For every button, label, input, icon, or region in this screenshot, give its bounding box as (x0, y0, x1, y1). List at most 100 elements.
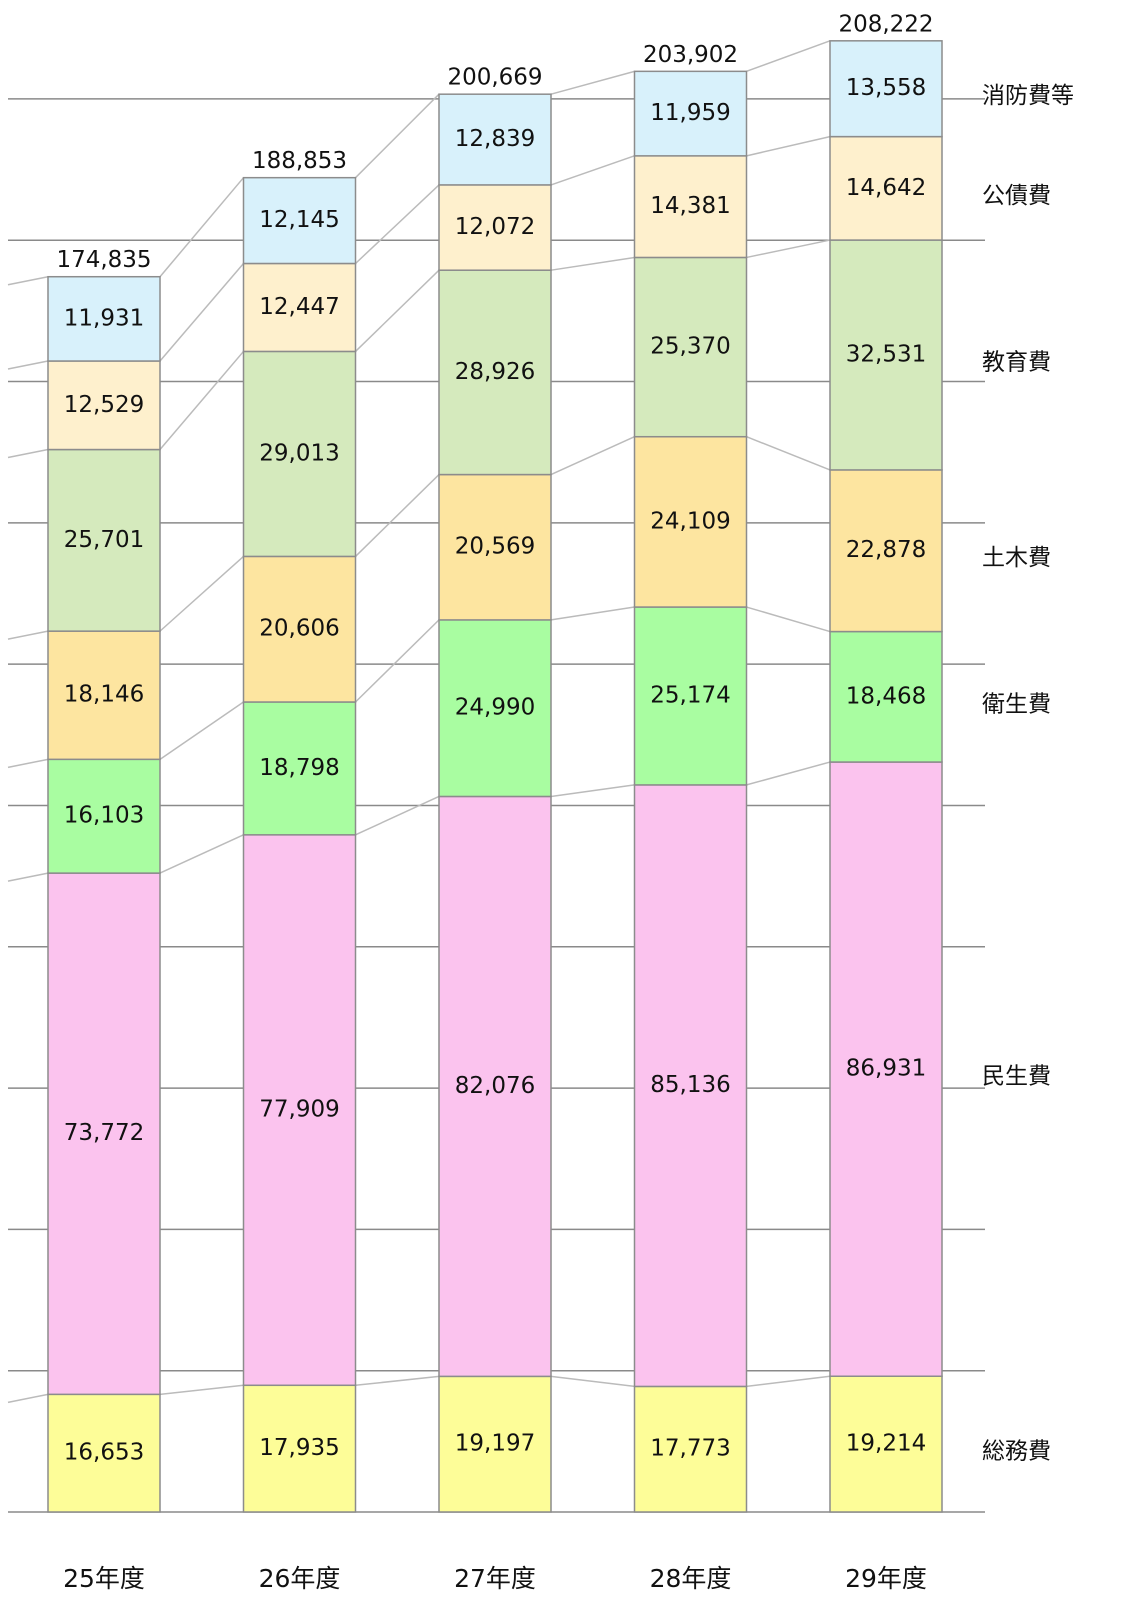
total-label: 203,902 (643, 42, 738, 68)
connector (354, 474, 440, 557)
value-label: 73,772 (64, 1120, 144, 1146)
value-label: 12,145 (259, 207, 339, 233)
legend-label: 民生費 (982, 1064, 1051, 1090)
bar-segment (242, 350, 357, 558)
connector (354, 93, 440, 179)
bar-segment (47, 1393, 161, 1513)
bar-segment (633, 606, 748, 786)
x-tick-label: 25年度 (63, 1564, 145, 1593)
bar-segment (47, 448, 161, 632)
connector (7, 630, 49, 640)
connector (159, 555, 245, 632)
x-tick-label: 26年度 (259, 1564, 341, 1593)
value-label: 11,931 (64, 305, 144, 331)
bar-segment (438, 93, 552, 186)
bar-segment (633, 784, 748, 1388)
value-label: 17,773 (650, 1436, 730, 1462)
connector (159, 701, 244, 760)
bar-segment (633, 155, 748, 259)
bar-segment (47, 872, 161, 1396)
connector (746, 239, 831, 259)
connector (7, 758, 49, 769)
bar-segment (242, 834, 357, 1387)
connector (7, 275, 49, 286)
connector (355, 795, 440, 836)
bar-segment (242, 176, 357, 265)
connector (746, 761, 831, 786)
legend-label: 公債費 (982, 183, 1051, 209)
connector (354, 619, 440, 703)
connector (550, 155, 635, 186)
connector (355, 1375, 440, 1387)
connector (550, 256, 635, 271)
value-label: 29,013 (259, 440, 339, 466)
value-label: 82,076 (455, 1073, 535, 1099)
value-label: 20,606 (259, 616, 339, 642)
value-label: 16,103 (64, 803, 144, 829)
value-label: 14,642 (846, 175, 926, 201)
value-label: 12,839 (455, 126, 535, 152)
total-label: 200,669 (447, 65, 542, 91)
connector (550, 70, 635, 95)
connector (7, 872, 49, 882)
value-label: 16,653 (64, 1440, 144, 1466)
connector (550, 436, 635, 476)
bar-segment (438, 795, 552, 1378)
value-label: 18,146 (64, 682, 144, 708)
connector (7, 1393, 49, 1404)
value-label: 25,701 (64, 527, 144, 553)
bar-segment (242, 1384, 357, 1513)
legend-label: 土木費 (982, 545, 1051, 571)
value-label: 85,136 (650, 1072, 730, 1098)
value-label: 25,174 (650, 682, 730, 708)
value-label: 14,381 (650, 193, 730, 219)
bar-segment (829, 239, 943, 471)
total-label: 208,222 (838, 11, 933, 37)
value-label: 24,109 (650, 508, 730, 534)
x-tick-label: 28年度 (650, 1564, 732, 1593)
value-label: 13,558 (846, 75, 926, 101)
value-label: 12,072 (455, 214, 535, 240)
connector (159, 262, 245, 362)
bar-segment (47, 275, 161, 362)
connector (550, 606, 635, 621)
connector (746, 135, 831, 157)
connector (159, 1384, 244, 1396)
bar-segment (438, 184, 552, 271)
bar-segment (438, 473, 552, 621)
value-label: 32,531 (846, 341, 926, 367)
value-label: 17,935 (259, 1435, 339, 1461)
connector (354, 184, 440, 265)
connector (159, 177, 245, 278)
bar-segment (438, 619, 552, 798)
bar-segment (829, 135, 943, 241)
value-label: 18,468 (846, 683, 926, 709)
connector (550, 1375, 635, 1388)
value-label: 77,909 (259, 1097, 339, 1123)
value-label: 12,447 (259, 294, 339, 320)
connector (7, 448, 49, 459)
value-label: 28,926 (455, 359, 535, 385)
value-label: 11,959 (650, 100, 730, 126)
value-label: 22,878 (846, 537, 926, 563)
bar-segment (47, 630, 161, 761)
value-label: 18,798 (259, 755, 339, 781)
bar-segment (829, 1375, 943, 1513)
bar-segment (242, 262, 357, 353)
connector (746, 606, 831, 633)
value-label: 19,197 (455, 1431, 535, 1457)
legend-label: 教育費 (982, 349, 1051, 375)
total-label: 188,853 (252, 148, 347, 174)
connector (7, 360, 49, 370)
value-label: 25,370 (650, 334, 730, 360)
value-label: 20,569 (455, 534, 535, 560)
bar-segment (242, 701, 357, 836)
connector (550, 784, 635, 798)
value-label: 24,990 (455, 695, 535, 721)
connector (746, 436, 831, 471)
bar-segment (438, 1375, 552, 1513)
legend-label: 衛生費 (982, 691, 1051, 717)
connector (159, 350, 245, 451)
x-tick-label: 29年度 (845, 1564, 927, 1593)
value-label: 12,529 (64, 392, 144, 418)
